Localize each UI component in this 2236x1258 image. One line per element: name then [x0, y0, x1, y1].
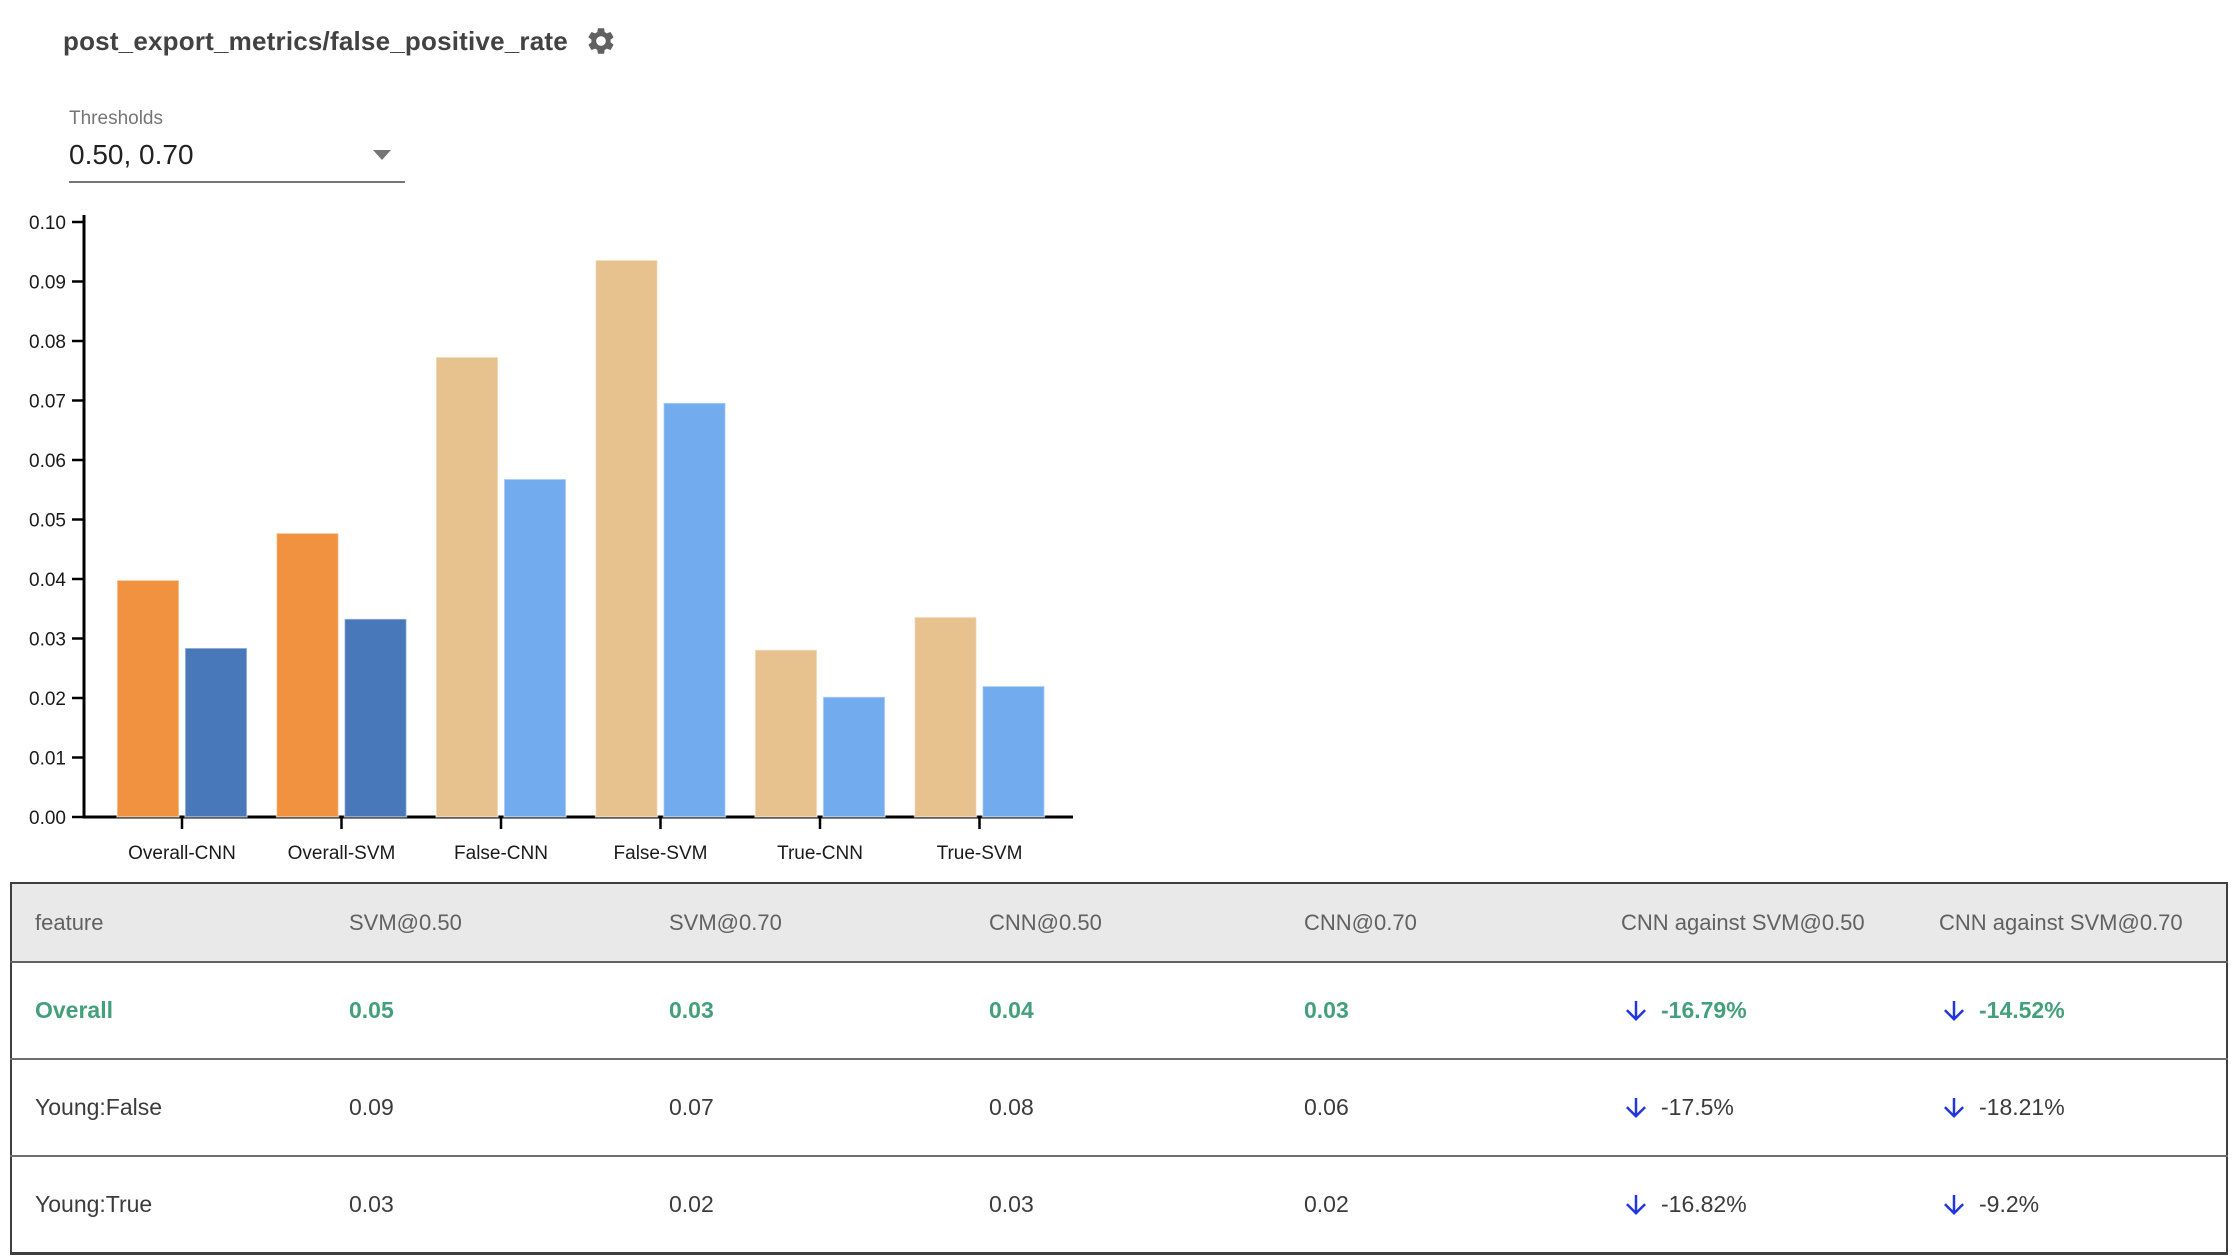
- column-header-cnn-0-50: CNN@0.50: [966, 883, 1281, 963]
- bar-False-SVM-threshold-0.70[interactable]: [662, 402, 727, 818]
- metric-value-cell: 0.03: [966, 1155, 1281, 1254]
- table-row-young-true: Young:True 0.03 0.02 0.03 0.02 -16.82% -9.2%: [11, 1155, 2227, 1254]
- comparison-content: -16.82%: [1621, 1190, 1916, 1220]
- comparison-percentage: -16.79%: [1661, 997, 1747, 1023]
- metric-value-cell: 0.07: [646, 1058, 966, 1156]
- comparison-cell: -16.82%: [1598, 1155, 1916, 1254]
- comparison-cell: -16.79%: [1598, 962, 1916, 1059]
- gear-icon-glyph: [588, 28, 614, 54]
- feature-cell: Young:True: [11, 1155, 326, 1254]
- bar-True-CNN-threshold-0.50[interactable]: [754, 649, 818, 818]
- thresholds-select-box[interactable]: 0.50, 0.70: [69, 139, 405, 183]
- y-axis-tick-label: 0.06: [29, 451, 66, 472]
- dropdown-caret-icon: [373, 150, 391, 160]
- settings-gear-icon[interactable]: [584, 24, 618, 58]
- comparison-content: -17.5%: [1621, 1093, 1916, 1123]
- bar-True-SVM-threshold-0.50[interactable]: [913, 616, 978, 818]
- column-header-cnn-0-70: CNN@0.70: [1281, 883, 1598, 963]
- metric-value-cell: 0.08: [966, 1058, 1281, 1156]
- arrow-down-icon: [1626, 1097, 1646, 1118]
- comparison-percentage: -16.82%: [1661, 1191, 1747, 1217]
- column-header-svm-0-70: SVM@0.70: [646, 883, 966, 963]
- feature-cell: Overall: [35, 997, 113, 1023]
- x-axis-category-label: False-CNN: [454, 843, 548, 864]
- comparison-percentage: -9.2%: [1979, 1191, 2040, 1217]
- comparison-percentage: -17.5%: [1661, 1094, 1734, 1120]
- bar-True-SVM-threshold-0.70[interactable]: [981, 685, 1046, 818]
- metric-value-cell: 0.04: [989, 997, 1034, 1023]
- comparison-content: -18.21%: [1939, 1093, 2226, 1123]
- metric-value-cell: 0.02: [1281, 1155, 1598, 1254]
- column-header-cnn-against-svm-0-70: CNN against SVM@0.70: [1916, 883, 2227, 963]
- x-axis-category-label: Overall-SVM: [288, 843, 396, 864]
- x-axis-category-label: Overall-CNN: [128, 843, 236, 864]
- metric-value-cell: 0.06: [1281, 1058, 1598, 1156]
- arrow-down-icon: [1626, 1194, 1646, 1215]
- bar-Overall-SVM-threshold-0.50[interactable]: [275, 532, 340, 818]
- bar-Overall-SVM-threshold-0.70[interactable]: [343, 618, 408, 818]
- bar-False-CNN-threshold-0.70[interactable]: [503, 478, 567, 818]
- comparison-cell: -9.2%: [1916, 1155, 2227, 1254]
- x-axis-category-label: True-SVM: [937, 843, 1023, 864]
- bar-True-CNN-threshold-0.70[interactable]: [822, 696, 886, 818]
- bar-Overall-CNN-threshold-0.70[interactable]: [184, 647, 248, 818]
- metric-value-cell: 0.02: [646, 1155, 966, 1254]
- bar-Overall-CNN-threshold-0.50[interactable]: [116, 579, 180, 818]
- table-header-row: feature SVM@0.50 SVM@0.70 CNN@0.50 CNN@0.70 C…: [11, 883, 2227, 963]
- metrics-table: feature SVM@0.50 SVM@0.70 CNN@0.50 CNN@0.70 C…: [10, 882, 2228, 1255]
- y-axis-tick-label: 0.09: [29, 273, 66, 294]
- y-axis-tick-label: 0.02: [29, 689, 66, 710]
- comparison-content: -14.52%: [1939, 996, 2226, 1026]
- arrow-down-icon: [1944, 1000, 1964, 1021]
- metric-value-cell: 0.03: [326, 1155, 646, 1254]
- column-header-cnn-against-svm-0-50: CNN against SVM@0.50: [1598, 883, 1916, 963]
- comparison-cell: -14.52%: [1916, 962, 2227, 1059]
- column-header-feature: feature: [11, 883, 326, 963]
- comparison-content: -9.2%: [1939, 1190, 2226, 1220]
- x-axis-category-label: True-CNN: [777, 843, 863, 864]
- arrow-down-icon: [1626, 1000, 1646, 1021]
- widget-header: post_export_metrics/false_positive_rate: [63, 24, 618, 58]
- table-row-overall: Overall 0.05 0.03 0.04 0.03 -16.79% -14.52%: [11, 962, 2227, 1059]
- y-axis-tick-label: 0.03: [29, 630, 66, 651]
- y-axis-tick-label: 0.07: [29, 392, 66, 413]
- y-axis-tick-label: 0.04: [29, 570, 66, 591]
- metric-value-cell: 0.05: [349, 997, 394, 1023]
- thresholds-select[interactable]: Thresholds 0.50, 0.70: [69, 108, 405, 183]
- thresholds-label: Thresholds: [69, 108, 163, 129]
- comparison-cell: -17.5%: [1598, 1058, 1916, 1156]
- bar-False-SVM-threshold-0.50[interactable]: [594, 259, 659, 818]
- comparison-percentage: -14.52%: [1979, 997, 2065, 1023]
- feature-cell: Young:False: [11, 1058, 326, 1156]
- false-positive-rate-bar-chart: 0.00 0.01 0.02 0.03 0.04 0.05 0.06 0.07 0.08 0.09…: [29, 213, 1073, 864]
- arrow-down-icon: [1944, 1194, 1964, 1215]
- comparison-content: -16.79%: [1621, 996, 1916, 1026]
- arrow-down-icon: [1944, 1097, 1964, 1118]
- metric-value-cell: 0.03: [1304, 997, 1349, 1023]
- table-row-young-false: Young:False 0.09 0.07 0.08 0.06 -17.5% -18.21%: [11, 1058, 2227, 1156]
- y-axis-tick-label: 0.05: [29, 511, 66, 532]
- thresholds-value: 0.50, 0.70: [69, 139, 194, 170]
- x-axis-category-label: False-SVM: [614, 843, 708, 864]
- page-title: post_export_metrics/false_positive_rate: [63, 25, 568, 56]
- y-axis-tick-label: 0.10: [29, 213, 66, 234]
- y-axis-tick-label: 0.01: [29, 749, 66, 770]
- bar-False-CNN-threshold-0.50[interactable]: [435, 356, 499, 818]
- comparison-cell: -18.21%: [1916, 1058, 2227, 1156]
- metric-value-cell: 0.09: [326, 1058, 646, 1156]
- metric-value-cell: 0.03: [669, 997, 714, 1023]
- y-axis-tick-label: 0.00: [29, 808, 66, 829]
- y-axis-tick-label: 0.08: [29, 332, 66, 353]
- column-header-svm-0-50: SVM@0.50: [326, 883, 646, 963]
- comparison-percentage: -18.21%: [1979, 1094, 2065, 1120]
